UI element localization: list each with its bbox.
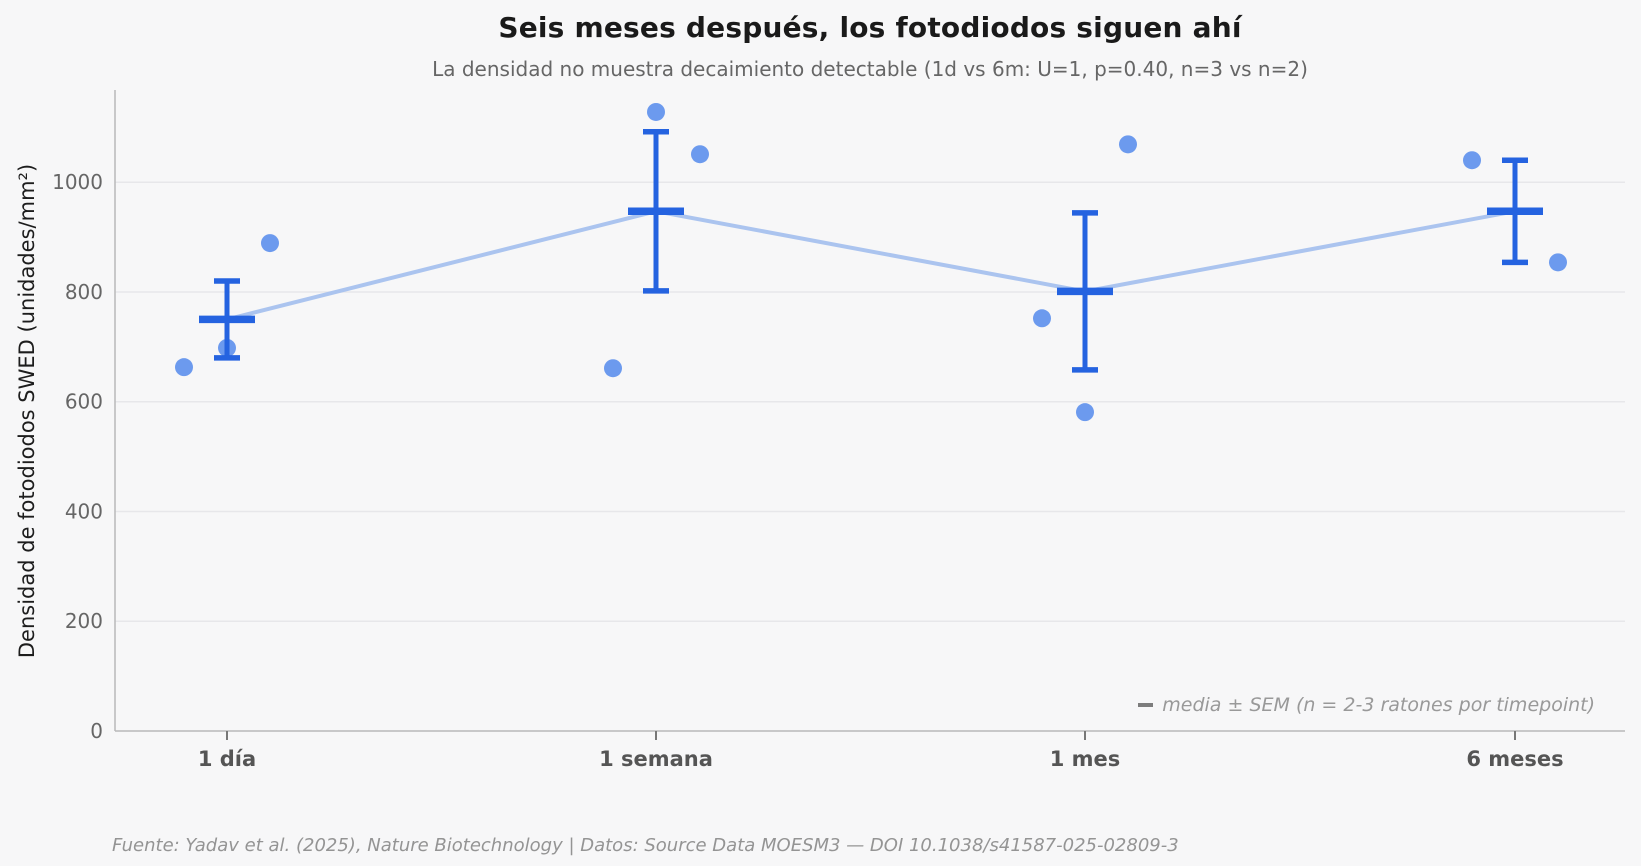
- trend-line: [226, 209, 1516, 322]
- legend: media ± SEM (n = 2-3 ratones por timepoi…: [1138, 694, 1595, 716]
- scatter-point: [647, 102, 665, 121]
- legend-label: media ± SEM (n = 2-3 ratones por timepoi…: [1162, 694, 1595, 716]
- legend-dash-icon: [1138, 703, 1154, 707]
- x-tick-label: 1 día: [198, 747, 256, 771]
- scatter-point: [175, 358, 193, 377]
- y-tick-label: 200: [65, 609, 103, 633]
- y-tick-label: 600: [65, 390, 103, 414]
- y-tick-label: 400: [65, 499, 103, 523]
- scatter-point: [604, 359, 622, 378]
- scatter-point: [261, 234, 279, 253]
- scatter-point: [1033, 309, 1051, 328]
- x-tick-label: 1 semana: [599, 747, 713, 771]
- chart-subtitle: La densidad no muestra decaimiento detec…: [432, 57, 1308, 81]
- scatter-point: [1076, 403, 1094, 422]
- scatter-point: [1119, 135, 1137, 154]
- source-footer: Fuente: Yadav et al. (2025), Nature Biot…: [112, 835, 1179, 856]
- x-tick-label: 1 mes: [1050, 747, 1121, 771]
- scatter-point: [1463, 151, 1481, 170]
- scatter-point: [1549, 253, 1567, 272]
- y-tick-label: 800: [65, 280, 103, 304]
- chart-title: Seis meses después, los fotodiodos sigue…: [498, 11, 1242, 44]
- y-tick-label: 1000: [52, 170, 103, 194]
- y-tick-label: 0: [90, 719, 103, 743]
- x-tick-label: 6 meses: [1466, 747, 1563, 771]
- scatter-point: [691, 145, 709, 164]
